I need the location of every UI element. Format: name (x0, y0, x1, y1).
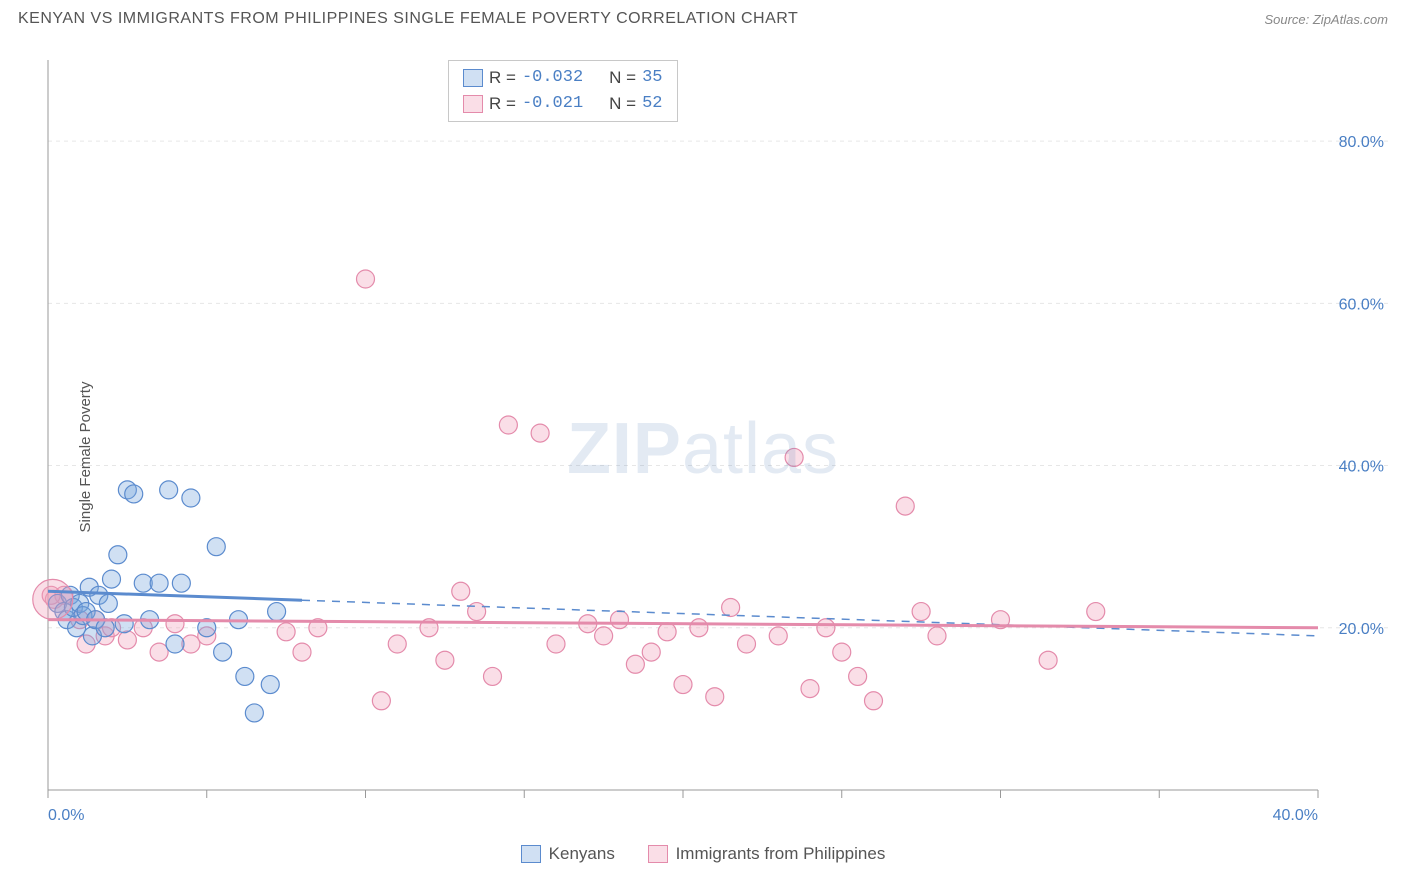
scatter-plot: 0.0% 40.0% 20.0% 40.0% 60.0% 80.0% (18, 42, 1388, 832)
svg-text:20.0%: 20.0% (1339, 621, 1384, 638)
n-value: 35 (642, 65, 662, 91)
chart-container: Single Female Poverty ZIPatlas 0.0%40.0%… (18, 42, 1388, 872)
legend-item-philippines: Immigrants from Philippines (648, 844, 886, 864)
swatch-icon (521, 845, 541, 863)
y-axis-label: Single Female Poverty (77, 382, 94, 533)
correlation-legend: R = -0.032 N = 35 R = -0.021 N = 52 (448, 60, 678, 122)
svg-text:60.0%: 60.0% (1339, 296, 1384, 313)
title-bar: KENYAN VS IMMIGRANTS FROM PHILIPPINES SI… (0, 0, 1406, 34)
r-value: -0.032 (522, 65, 583, 91)
series-legend: Kenyans Immigrants from Philippines (18, 844, 1388, 868)
swatch-icon (463, 69, 483, 87)
svg-text:80.0%: 80.0% (1339, 134, 1384, 151)
svg-text:40.0%: 40.0% (1339, 459, 1384, 476)
swatch-icon (648, 845, 668, 863)
swatch-icon (463, 95, 483, 113)
chart-title: KENYAN VS IMMIGRANTS FROM PHILIPPINES SI… (18, 10, 798, 28)
corr-row-2: R = -0.021 N = 52 (463, 91, 663, 117)
legend-item-kenyans: Kenyans (521, 844, 615, 864)
corr-row-1: R = -0.032 N = 35 (463, 65, 663, 91)
r-value: -0.021 (522, 91, 583, 117)
source-label: Source: ZipAtlas.com (1264, 12, 1388, 27)
svg-text:40.0%: 40.0% (1273, 807, 1318, 824)
svg-text:0.0%: 0.0% (48, 807, 84, 824)
n-value: 52 (642, 91, 662, 117)
